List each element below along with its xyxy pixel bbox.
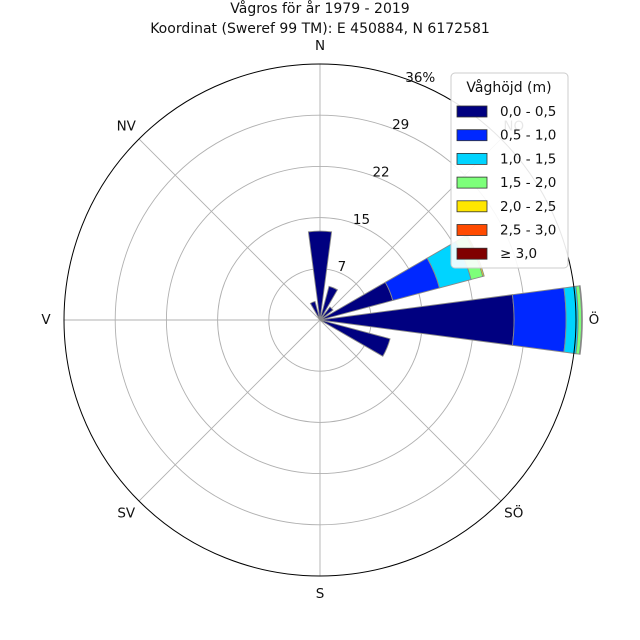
grid-spoke	[138, 319, 321, 502]
direction-label: Ö	[589, 310, 600, 328]
bar-segment	[578, 285, 583, 355]
radial-tick-labels: 7 15 22 29 36%	[338, 70, 436, 275]
legend-label: 0,0 - 0,5	[500, 104, 556, 120]
chart-title: Vågros för år 1979 - 2019	[230, 0, 409, 17]
direction-label: N	[315, 38, 325, 54]
legend-label: 2,0 - 2,5	[500, 199, 556, 215]
direction-label: SÖ	[504, 504, 523, 522]
legend-swatch	[456, 224, 488, 236]
legend: Våghöjd (m) 0,0 - 0,5 0,5 - 1,0 1,0 - 1,5 1,…	[450, 72, 569, 269]
bar-segment	[319, 294, 515, 346]
legend-label: 1,5 - 2,0	[500, 175, 556, 191]
legend-swatch	[456, 105, 488, 118]
bar-segment	[319, 306, 334, 321]
legend-swatch	[456, 152, 488, 165]
legend-swatch	[456, 176, 488, 189]
radial-tick-label: 29	[392, 117, 409, 133]
bar-segment	[511, 287, 567, 353]
legend-label: 0,5 - 1,0	[500, 128, 556, 144]
radial-tick-label: 22	[372, 165, 389, 181]
direction-label: NV	[117, 118, 137, 134]
grid-spoke	[319, 319, 502, 502]
legend-swatch	[456, 129, 488, 142]
bar-segment	[319, 319, 391, 357]
direction-label: V	[41, 312, 51, 328]
outer-circle	[63, 63, 577, 577]
radial-tick-label: 7	[338, 259, 347, 275]
legend-swatch	[456, 200, 488, 213]
radial-tick-label: 15	[353, 212, 370, 228]
bar-segment	[307, 230, 333, 321]
grid-spoke	[138, 138, 321, 321]
bar-segment	[309, 300, 321, 321]
legend-label: ≥ 3,0	[500, 246, 537, 262]
legend-swatch	[456, 247, 488, 260]
legend-label: 2,5 - 3,0	[500, 223, 556, 239]
chart-subtitle: Koordinat (Sweref 99 TM): E 450884, N 61…	[150, 21, 490, 37]
bar-segment	[319, 285, 339, 321]
legend-title: Våghöjd (m)	[466, 79, 551, 96]
direction-label: SV	[117, 506, 136, 522]
legend-box	[450, 72, 569, 269]
legend-label: 1,0 - 1,5	[500, 151, 556, 167]
direction-label: S	[316, 586, 325, 602]
radial-tick-label: 36%	[405, 70, 435, 86]
